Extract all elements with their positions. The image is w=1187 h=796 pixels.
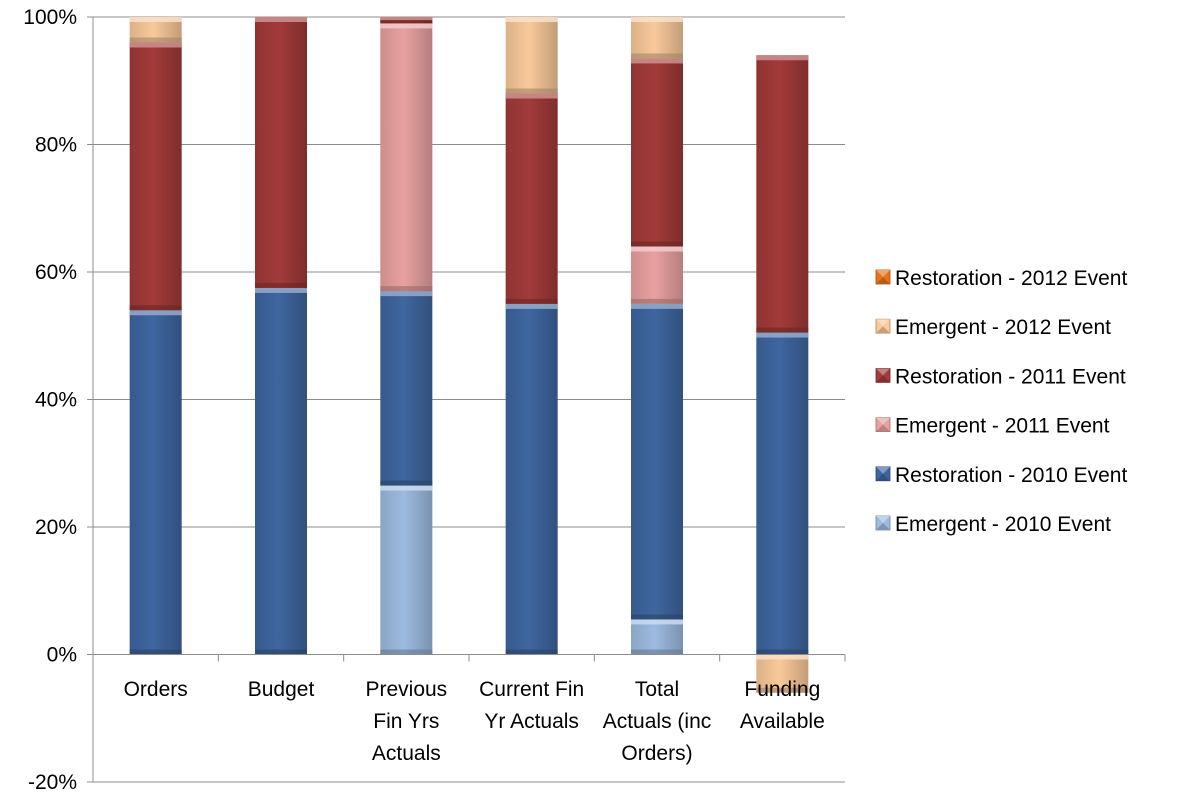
bar-orders-restoration-2010-event: [129, 310, 182, 655]
legend-label-restoration-2012-event: Restoration - 2012 Event: [895, 267, 1127, 290]
y-tick-label: 0%: [47, 644, 77, 667]
legend: Restoration - 2012 Event Emergent - 2012 …: [875, 267, 1127, 536]
bar-segment-bevel-bottom: [505, 649, 558, 655]
bar-segment-bevel-top: [756, 55, 809, 61]
bar-total-actuals-inc-orders-emergent-2012-event: [631, 17, 683, 59]
bar-segment-bevel-bottom: [129, 305, 182, 311]
bar-segment-bevel-top: [129, 42, 182, 48]
bar-current-fin-yr-actuals-restoration-2011-event: [505, 93, 558, 304]
legend-swatch-emergent-2012-event: [875, 318, 891, 334]
bar-segment-bevel-bottom: [380, 286, 433, 292]
bar-segment-bevel-bottom: [380, 20, 433, 24]
bar-total-actuals-inc-orders-restoration-2010-event: [631, 303, 683, 620]
legend-label-restoration-2010-event: Restoration - 2010 Event: [895, 464, 1127, 487]
y-axis-tick-labels: -20% 0% 20% 40% 60% 80% 100%: [23, 6, 77, 794]
bar-segment-bevel-top: [631, 303, 683, 309]
legend-label-restoration-2011-event: Restoration - 2011 Event: [895, 365, 1126, 388]
bar-segment-bevel-bottom: [756, 649, 809, 655]
x-category-label-budget-line-1: Budget: [248, 678, 315, 701]
bar-total-actuals-inc-orders-emergent-2010-event: [631, 619, 683, 655]
y-tick-label: 20%: [35, 516, 77, 539]
x-category-label-total-actuals-inc-orders-line-2: Actuals (inc: [603, 710, 712, 733]
bar-budget-restoration-2011-event: [255, 17, 307, 288]
bar-segment-bevel-bottom: [631, 298, 683, 304]
x-category-label-previous-fin-yrs-actuals-line-1: Previous: [365, 678, 447, 701]
bars: [129, 17, 809, 693]
bar-segment-bevel-bottom: [380, 480, 433, 486]
x-category-label-previous-fin-yrs-actuals-line-2: Fin Yrs: [373, 710, 439, 733]
bar-segment-bevel-bottom: [129, 649, 182, 655]
axes: [87, 16, 846, 783]
x-axis-category-labels: Orders Budget Previous Fin Yrs Actuals Curren…: [124, 678, 825, 765]
bar-segment-bevel-bottom: [255, 649, 307, 655]
bar-previous-fin-yrs-actuals-restoration-2010-event: [380, 291, 433, 486]
bar-segment-bevel-bottom: [380, 649, 433, 655]
bar-total-actuals-inc-orders-restoration-2011-event: [631, 58, 683, 247]
bar-segment-bevel-top: [380, 23, 433, 29]
y-tick-label: 40%: [35, 389, 77, 412]
bar-segment-bevel-top: [505, 93, 558, 99]
legend-swatch-restoration-2011-event: [875, 367, 891, 383]
bar-segment-bevel-top: [631, 58, 683, 64]
legend-swatch-emergent-2010-event: [875, 515, 891, 531]
bar-segment-bevel-top: [631, 246, 683, 252]
bar-segment-bevel-top: [631, 17, 683, 22]
bar-segment-bevel-bottom: [756, 327, 809, 333]
bar-funding-available-emergent-2012-event: [756, 654, 809, 693]
y-tick-label: 80%: [35, 134, 77, 157]
legend-label-emergent-2011-event: Emergent - 2011 Event: [895, 415, 1110, 438]
bar-current-fin-yr-actuals-emergent-2012-event: [505, 17, 558, 94]
bar-segment-bevel-bottom: [631, 649, 683, 655]
bar-segment-bevel-top: [505, 303, 558, 309]
bar-segment-bevel-top: [129, 310, 182, 316]
bar-segment-bevel-top: [756, 332, 809, 338]
x-category-label-orders-line-1: Orders: [124, 678, 188, 701]
bar-budget-restoration-2010-event: [255, 287, 307, 655]
bar-segment-bevel-bottom: [505, 88, 558, 94]
bar-total-actuals-inc-orders-emergent-2011-event: [631, 246, 683, 304]
bar-funding-available-restoration-2011-event: [756, 55, 809, 333]
x-category-label-total-actuals-inc-orders-line-1: Total: [635, 678, 679, 701]
legend-label-emergent-2012-event: Emergent - 2012 Event: [895, 316, 1111, 339]
bar-segment-bevel-top: [631, 619, 683, 625]
y-tick-label: 60%: [35, 261, 77, 284]
x-category-label-total-actuals-inc-orders-line-3: Orders): [621, 742, 692, 765]
bar-segment-bevel-top: [756, 654, 809, 660]
bar-segment-bevel-top: [255, 287, 307, 293]
legend-swatch-restoration-2012-event: [875, 269, 891, 285]
bar-previous-fin-yrs-actuals-emergent-2011-event: [380, 23, 433, 292]
x-category-label-funding-available-line-1: Funding: [744, 678, 820, 701]
bar-segment-bevel-bottom: [756, 687, 809, 693]
x-category-label-current-fin-yr-actuals-line-2: Yr Actuals: [484, 710, 579, 733]
legend-label-emergent-2010-event: Emergent - 2010 Event: [895, 513, 1111, 536]
bar-segment-bevel-top: [505, 17, 558, 22]
bar-segment-bevel-bottom: [129, 37, 182, 43]
bar-previous-fin-yrs-actuals-emergent-2010-event: [380, 485, 433, 655]
y-tick-label: 100%: [23, 6, 77, 29]
bar-segment-bevel-bottom: [631, 614, 683, 620]
x-category-label-funding-available-line-2: Available: [740, 710, 825, 733]
bar-segment-bevel-bottom: [505, 298, 558, 304]
bar-segment-bevel-top: [380, 291, 433, 297]
bar-segment-bevel-top: [380, 17, 433, 21]
bar-current-fin-yr-actuals-restoration-2010-event: [505, 303, 558, 655]
bar-orders-restoration-2011-event: [129, 42, 182, 311]
bar-segment-bevel-top: [129, 17, 182, 22]
gridlines: [93, 16, 845, 783]
bar-segment-bevel-bottom: [631, 241, 683, 247]
legend-swatch-emergent-2011-event: [875, 417, 891, 433]
y-tick-label: -20%: [28, 771, 77, 794]
legend-swatch-restoration-2010-event: [875, 466, 891, 482]
bar-segment-bevel-bottom: [631, 53, 683, 59]
x-category-label-previous-fin-yrs-actuals-line-3: Actuals: [372, 742, 441, 765]
bar-funding-available-restoration-2010-event: [756, 332, 809, 655]
bar-segment-bevel-bottom: [255, 282, 307, 288]
bar-segment-bevel-top: [255, 17, 307, 22]
bar-segment-bevel-top: [380, 485, 433, 491]
x-category-label-current-fin-yr-actuals-line-1: Current Fin: [479, 678, 584, 701]
